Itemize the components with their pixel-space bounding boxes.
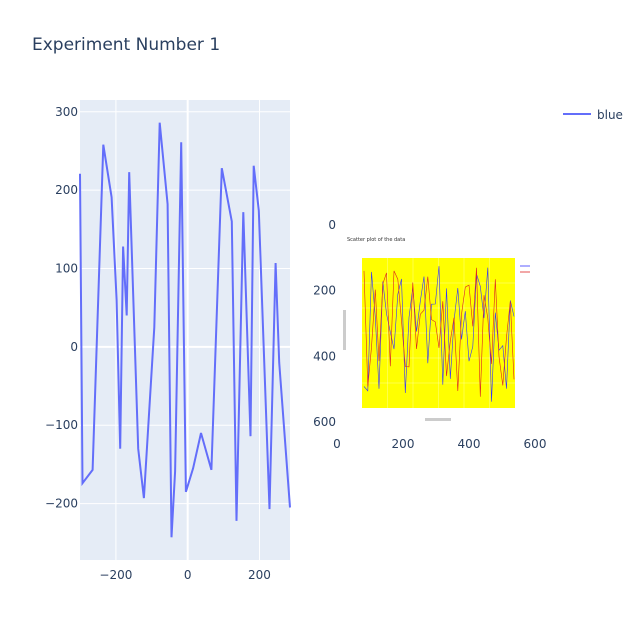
embedded-y-label-blur [343,310,346,350]
embedded-image-title: Scatter plot of the data [347,237,405,243]
x-tick-label: 0 [184,568,192,582]
y-tick-label: −100 [45,418,78,432]
image-y-tick-label: 400 [313,349,336,363]
main-gridlines [80,100,290,560]
image-y-tick-label: 600 [313,415,336,429]
series-line-blue [79,122,291,538]
image-x-tick-label: 600 [524,437,547,451]
y-tick-label: 100 [55,261,78,275]
image-x-tick-labels: 0 200 400 600 [333,437,546,451]
main-plot: −200 0 200 −200 −100 0 100 200 300 [45,100,291,582]
y-tick-label: 300 [55,105,78,119]
legend-label-blue: blue [597,108,623,122]
y-tick-label: 200 [55,183,78,197]
image-y-tick-label: 200 [313,284,336,298]
image-x-tick-label: 0 [333,437,341,451]
y-tick-label: −200 [45,497,78,511]
x-tick-label: 200 [248,568,271,582]
y-tick-label: 0 [70,340,78,354]
main-x-tick-labels: −200 0 200 [99,568,271,582]
image-x-tick-label: 400 [458,437,481,451]
main-y-tick-labels: −200 −100 0 100 200 300 [45,105,78,511]
x-tick-label: −200 [99,568,132,582]
legend[interactable]: blue [563,108,623,122]
image-y-tick-labels: 0 200 400 600 [313,218,336,429]
image-y-tick-label: 0 [328,218,336,232]
image-plot: 0 200 400 600 0 200 400 600 Scatter plot of th… [313,218,546,451]
embedded-trace [363,266,515,402]
embedded-image-lines [362,258,515,408]
chart-title: Experiment Number 1 [32,35,220,55]
embedded-x-label-blur [425,418,451,421]
image-x-tick-label: 200 [392,437,415,451]
embedded-scatter-image: Scatter plot of the data [343,237,530,421]
embedded-trace [363,267,515,397]
